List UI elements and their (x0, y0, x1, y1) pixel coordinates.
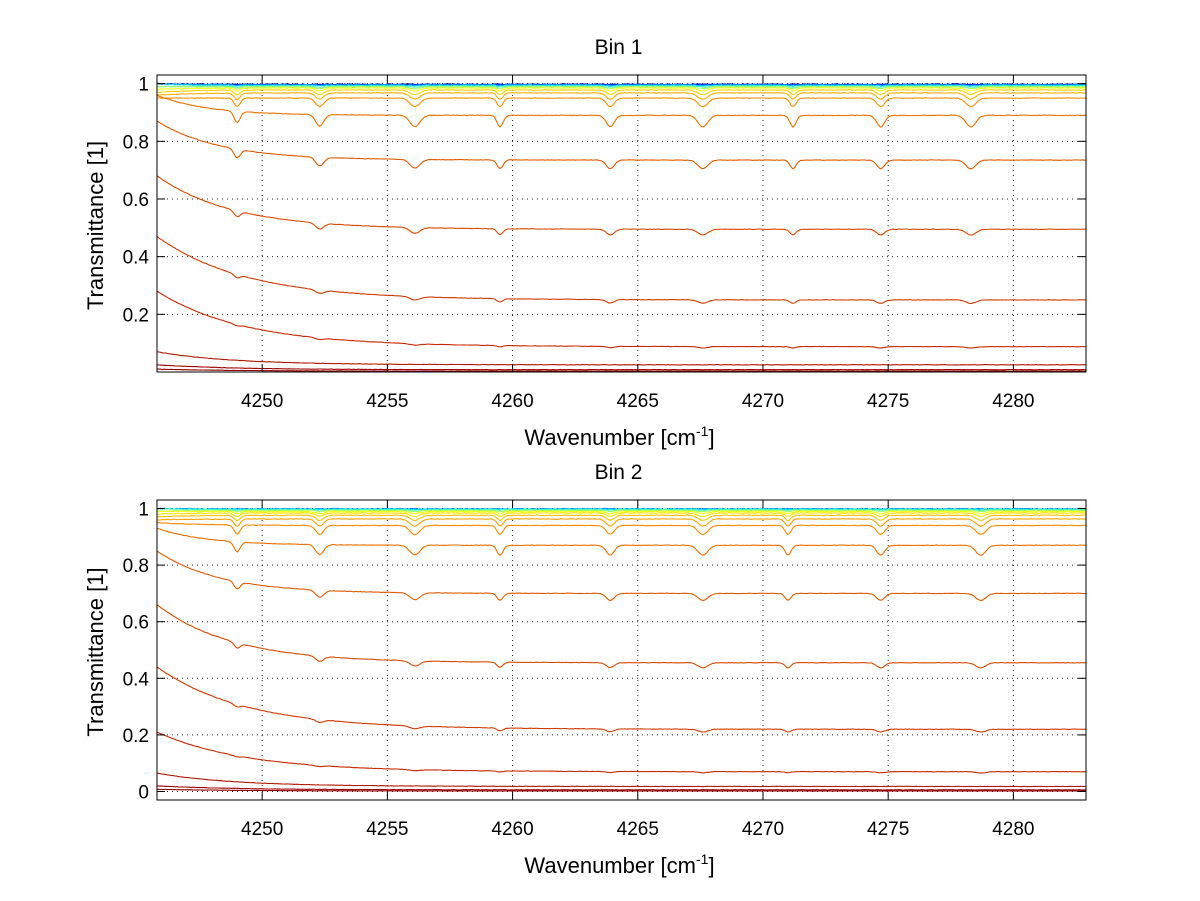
chart-panel-2: 4250 4255 4260 4265 4270 4275 4280 0 0.2 0.4 0.6 0.… (83, 461, 1087, 878)
x-tick-label: 4250 (241, 391, 283, 412)
series-line-s9 (157, 522, 1086, 536)
y-axis-label: Transmittance [1] (83, 567, 108, 736)
chart-panel-1: 4250 4255 4260 4265 4270 4275 4280 0.2 0.4 0.6 0.8… (83, 36, 1087, 450)
y-tick-label: 1 (138, 75, 149, 96)
series-line-s15 (157, 351, 1086, 366)
x-tick-label: 4280 (992, 391, 1034, 412)
series-line-s9 (157, 97, 1086, 108)
x-tick-label: 4265 (617, 391, 659, 412)
series-line-s17 (157, 368, 1086, 372)
series-line-s10 (157, 94, 1086, 128)
series-line-s15 (157, 772, 1086, 788)
series-line-s10 (157, 527, 1086, 557)
series-line-s5 (157, 85, 1086, 90)
series-line-s6 (157, 512, 1086, 518)
series-line-s7 (157, 89, 1086, 96)
y-tick-label: 0.2 (123, 726, 149, 747)
y-axis-label: Transmittance [1] (83, 141, 108, 310)
series-group (157, 82, 1086, 372)
x-tick-label: 4255 (366, 819, 408, 840)
series-line-s3 (157, 507, 1086, 512)
x-tick-label: 4275 (867, 391, 909, 412)
series-line-s17 (157, 788, 1086, 792)
x-tick-label: 4260 (491, 391, 533, 412)
series-line-s16 (157, 364, 1086, 371)
x-tick-label: 4260 (491, 819, 533, 840)
axes-frame (156, 74, 1087, 373)
series-line-s3 (157, 82, 1086, 87)
series-line-s12 (157, 175, 1086, 236)
series-line-s16 (157, 785, 1086, 791)
axes-frame (156, 499, 1087, 801)
series-line-s14 (157, 290, 1086, 349)
series-line-s11 (157, 550, 1086, 602)
x-tick-label: 4280 (992, 819, 1034, 840)
series-line-s4 (157, 509, 1086, 513)
chart-title: Bin 2 (595, 461, 643, 484)
y-tick-label: 0.6 (123, 613, 149, 634)
x-tick-label: 4270 (742, 819, 784, 840)
x-tick-label: 4270 (742, 391, 784, 412)
x-tick-label: 4250 (241, 819, 283, 840)
y-tick-label: 1 (138, 499, 149, 520)
y-tick-label: 0.8 (123, 132, 149, 153)
y-tick-label: 0.6 (123, 190, 149, 211)
chart-title: Bin 1 (595, 36, 643, 59)
series-line-s7 (157, 514, 1086, 522)
y-tick-label: 0.2 (123, 305, 149, 326)
x-axis-label: Wavenumber [cm-1] (524, 423, 714, 450)
series-line-s8 (157, 92, 1086, 101)
y-tick-label: 0.8 (123, 556, 149, 577)
series-line-s11 (157, 120, 1086, 170)
series-line-s6 (157, 87, 1086, 92)
series-line-s13 (157, 235, 1086, 305)
series-line-s5 (157, 510, 1086, 515)
series-line-s12 (157, 604, 1086, 669)
series-line-s14 (157, 731, 1086, 774)
series-line-s13 (157, 666, 1086, 733)
series-group (157, 507, 1086, 792)
x-tick-label: 4255 (366, 391, 408, 412)
y-tick-label: 0 (138, 783, 149, 804)
x-tick-label: 4275 (867, 819, 909, 840)
series-line-s4 (157, 85, 1086, 88)
y-tick-label: 0.4 (123, 669, 150, 690)
x-tick-label: 4265 (617, 819, 659, 840)
x-axis-label: Wavenumber [cm-1] (524, 851, 714, 878)
series-line-s8 (157, 518, 1086, 527)
y-tick-label: 0.4 (123, 248, 150, 269)
